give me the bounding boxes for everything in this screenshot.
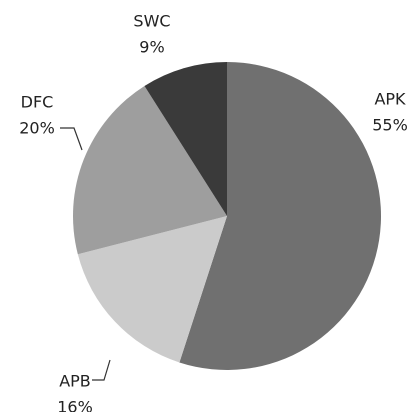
slice-value-label: 9% xyxy=(139,38,164,57)
slices xyxy=(72,62,381,370)
slice-label: SWC xyxy=(133,12,170,31)
slice-value-label: 20% xyxy=(19,119,55,138)
slice-label: DFC xyxy=(21,93,54,112)
pie-slice xyxy=(144,62,227,216)
pie-slice xyxy=(72,85,227,255)
slice-label: APK xyxy=(374,90,406,109)
leader-line xyxy=(92,359,111,381)
leader-line xyxy=(60,127,83,151)
pie-slice xyxy=(77,216,227,363)
slice-value-label: 55% xyxy=(372,116,408,135)
pie-slice xyxy=(179,62,381,370)
labels: APK 55% APB 16% DFC 20% SWC 9% xyxy=(19,12,408,412)
slice-label: APB xyxy=(59,372,91,391)
slice-value-label: 16% xyxy=(57,398,93,412)
